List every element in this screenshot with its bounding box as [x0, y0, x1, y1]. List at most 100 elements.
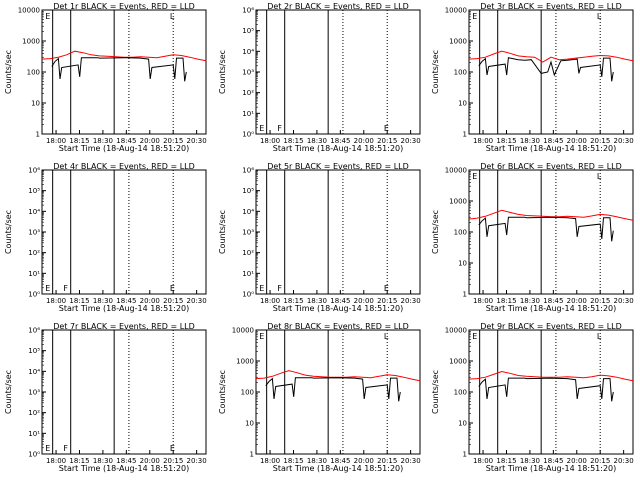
y-tick-label: 1: [250, 451, 254, 459]
y-axis-label: Counts/sec: [218, 210, 227, 254]
plot-frame: [255, 9, 421, 135]
plot-letter-marker: L: [597, 332, 602, 341]
x-tick-label: 18:30: [93, 457, 113, 465]
x-tick-label: 18:45: [116, 137, 136, 145]
plot-frame: [468, 329, 634, 455]
x-tick-label: 18:15: [496, 457, 516, 465]
x-tick-label: 18:45: [543, 297, 563, 305]
y-tick-label: 10⁶: [242, 167, 254, 175]
x-tick-label: 20:15: [590, 457, 610, 465]
x-tick-label: 18:30: [307, 297, 327, 305]
x-tick-label: 20:15: [377, 297, 397, 305]
lld-series-line: [468, 50, 634, 63]
y-tick-label: 10⁰: [28, 291, 40, 299]
lld-series-line: [468, 370, 634, 382]
x-tick-label: 18:00: [473, 457, 493, 465]
events-series-line: [51, 57, 187, 82]
y-tick-label: 10: [458, 420, 467, 428]
plot-letter-marker: E: [472, 332, 477, 341]
x-tick-label: 18:00: [260, 457, 280, 465]
x-axis-label: Start Time (18-Aug-14 18:51:20): [59, 304, 190, 313]
y-tick-label: 10¹: [28, 270, 40, 278]
y-tick-label: 10⁴: [242, 208, 254, 216]
y-axis-label: Counts/sec: [4, 50, 13, 94]
plot-frame: [41, 9, 207, 135]
plot-letter-marker: E: [259, 332, 264, 341]
x-tick-label: 20:00: [354, 137, 374, 145]
y-tick-label: 1000: [449, 38, 467, 46]
x-tick-label: 18:45: [330, 137, 350, 145]
plot-det-5: Det 5r BLACK = Events, RED = LLD 10⁰ 10¹ 10…: [218, 162, 421, 313]
y-tick-label: 10⁵: [242, 27, 254, 35]
y-axis-label: Counts/sec: [4, 210, 13, 254]
x-tick-label: 20:15: [590, 137, 610, 145]
y-tick-label: 10³: [242, 69, 254, 77]
x-tick-label: 18:15: [69, 297, 89, 305]
y-tick-label: 10000: [445, 7, 467, 15]
y-tick-label: 10: [458, 100, 467, 108]
y-tick-label: 1: [463, 451, 467, 459]
y-tick-label: 10⁵: [242, 187, 254, 195]
y-tick-label: 10⁴: [242, 48, 254, 56]
y-tick-label: 1: [463, 291, 467, 299]
x-tick-label: 18:15: [496, 297, 516, 305]
y-tick-label: 1000: [449, 358, 467, 366]
x-tick-label: 20:30: [401, 457, 421, 465]
plot-letter-marker: L: [170, 12, 175, 21]
plot-title: Det 1r BLACK = Events, RED = LLD: [53, 2, 195, 11]
events-series-line: [478, 57, 614, 82]
x-axis-label: Start Time (18-Aug-14 18:51:20): [486, 464, 617, 473]
plot-letter-marker: E: [170, 284, 175, 293]
x-tick-label: 18:30: [520, 457, 540, 465]
x-tick-label: 18:30: [307, 137, 327, 145]
plot-title: Det 4r BLACK = Events, RED = LLD: [53, 162, 195, 171]
x-tick-label: 18:30: [93, 297, 113, 305]
plot-frame: [41, 169, 207, 295]
y-tick-label: 10000: [445, 167, 467, 175]
y-tick-label: 10²: [242, 89, 254, 97]
plot-letter-marker: F: [277, 284, 282, 293]
x-tick-label: 18:00: [46, 297, 66, 305]
plot-det-4: Det 4r BLACK = Events, RED = LLD 10⁰ 10¹ 10…: [4, 162, 207, 313]
x-tick-label: 20:00: [354, 297, 374, 305]
plot-letter-marker: E: [45, 444, 50, 453]
x-tick-label: 20:15: [377, 457, 397, 465]
y-tick-label: 10: [458, 260, 467, 268]
plot-frame: [255, 169, 421, 295]
plot-det-7: Det 7r BLACK = Events, RED = LLD 10⁰ 10¹ 10…: [4, 322, 207, 473]
y-tick-label: 10⁰: [242, 131, 254, 139]
y-tick-label: 100: [454, 389, 467, 397]
y-tick-label: 100: [241, 389, 254, 397]
x-tick-label: 18:45: [543, 457, 563, 465]
x-axis-label: Start Time (18-Aug-14 18:51:20): [486, 304, 617, 313]
y-tick-label: 10: [31, 100, 40, 108]
x-tick-label: 18:15: [69, 137, 89, 145]
x-tick-label: 20:15: [163, 457, 183, 465]
events-series-line: [478, 216, 614, 242]
y-tick-label: 10¹: [242, 270, 254, 278]
plot-title: Det 6r BLACK = Events, RED = LLD: [480, 162, 622, 171]
plot-letter-marker: L: [384, 332, 389, 341]
y-tick-label: 10²: [28, 249, 40, 257]
x-tick-label: 18:45: [543, 137, 563, 145]
plot-title: Det 7r BLACK = Events, RED = LLD: [53, 322, 195, 331]
y-tick-label: 10⁴: [28, 368, 40, 376]
x-tick-label: 20:30: [401, 297, 421, 305]
x-tick-label: 20:00: [140, 457, 160, 465]
x-axis-label: Start Time (18-Aug-14 18:51:20): [59, 464, 190, 473]
plot-letter-marker: F: [63, 284, 68, 293]
x-tick-label: 20:00: [354, 457, 374, 465]
y-tick-label: 10⁶: [28, 167, 40, 175]
x-tick-label: 18:30: [520, 297, 540, 305]
plot-frame: [255, 329, 421, 455]
y-tick-label: 10⁵: [28, 347, 40, 355]
x-axis-label: Start Time (18-Aug-14 18:51:20): [273, 144, 404, 153]
plot-letter-marker: E: [384, 284, 389, 293]
plot-title: Det 5r BLACK = Events, RED = LLD: [267, 162, 409, 171]
x-tick-label: 20:30: [614, 297, 634, 305]
y-tick-label: 100: [454, 69, 467, 77]
x-tick-label: 20:30: [187, 137, 207, 145]
x-tick-label: 20:00: [567, 137, 587, 145]
y-tick-label: 100: [454, 229, 467, 237]
plot-title: Det 3r BLACK = Events, RED = LLD: [480, 2, 622, 11]
